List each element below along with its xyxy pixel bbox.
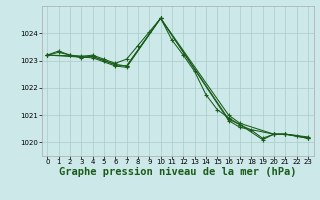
- X-axis label: Graphe pression niveau de la mer (hPa): Graphe pression niveau de la mer (hPa): [59, 167, 296, 177]
